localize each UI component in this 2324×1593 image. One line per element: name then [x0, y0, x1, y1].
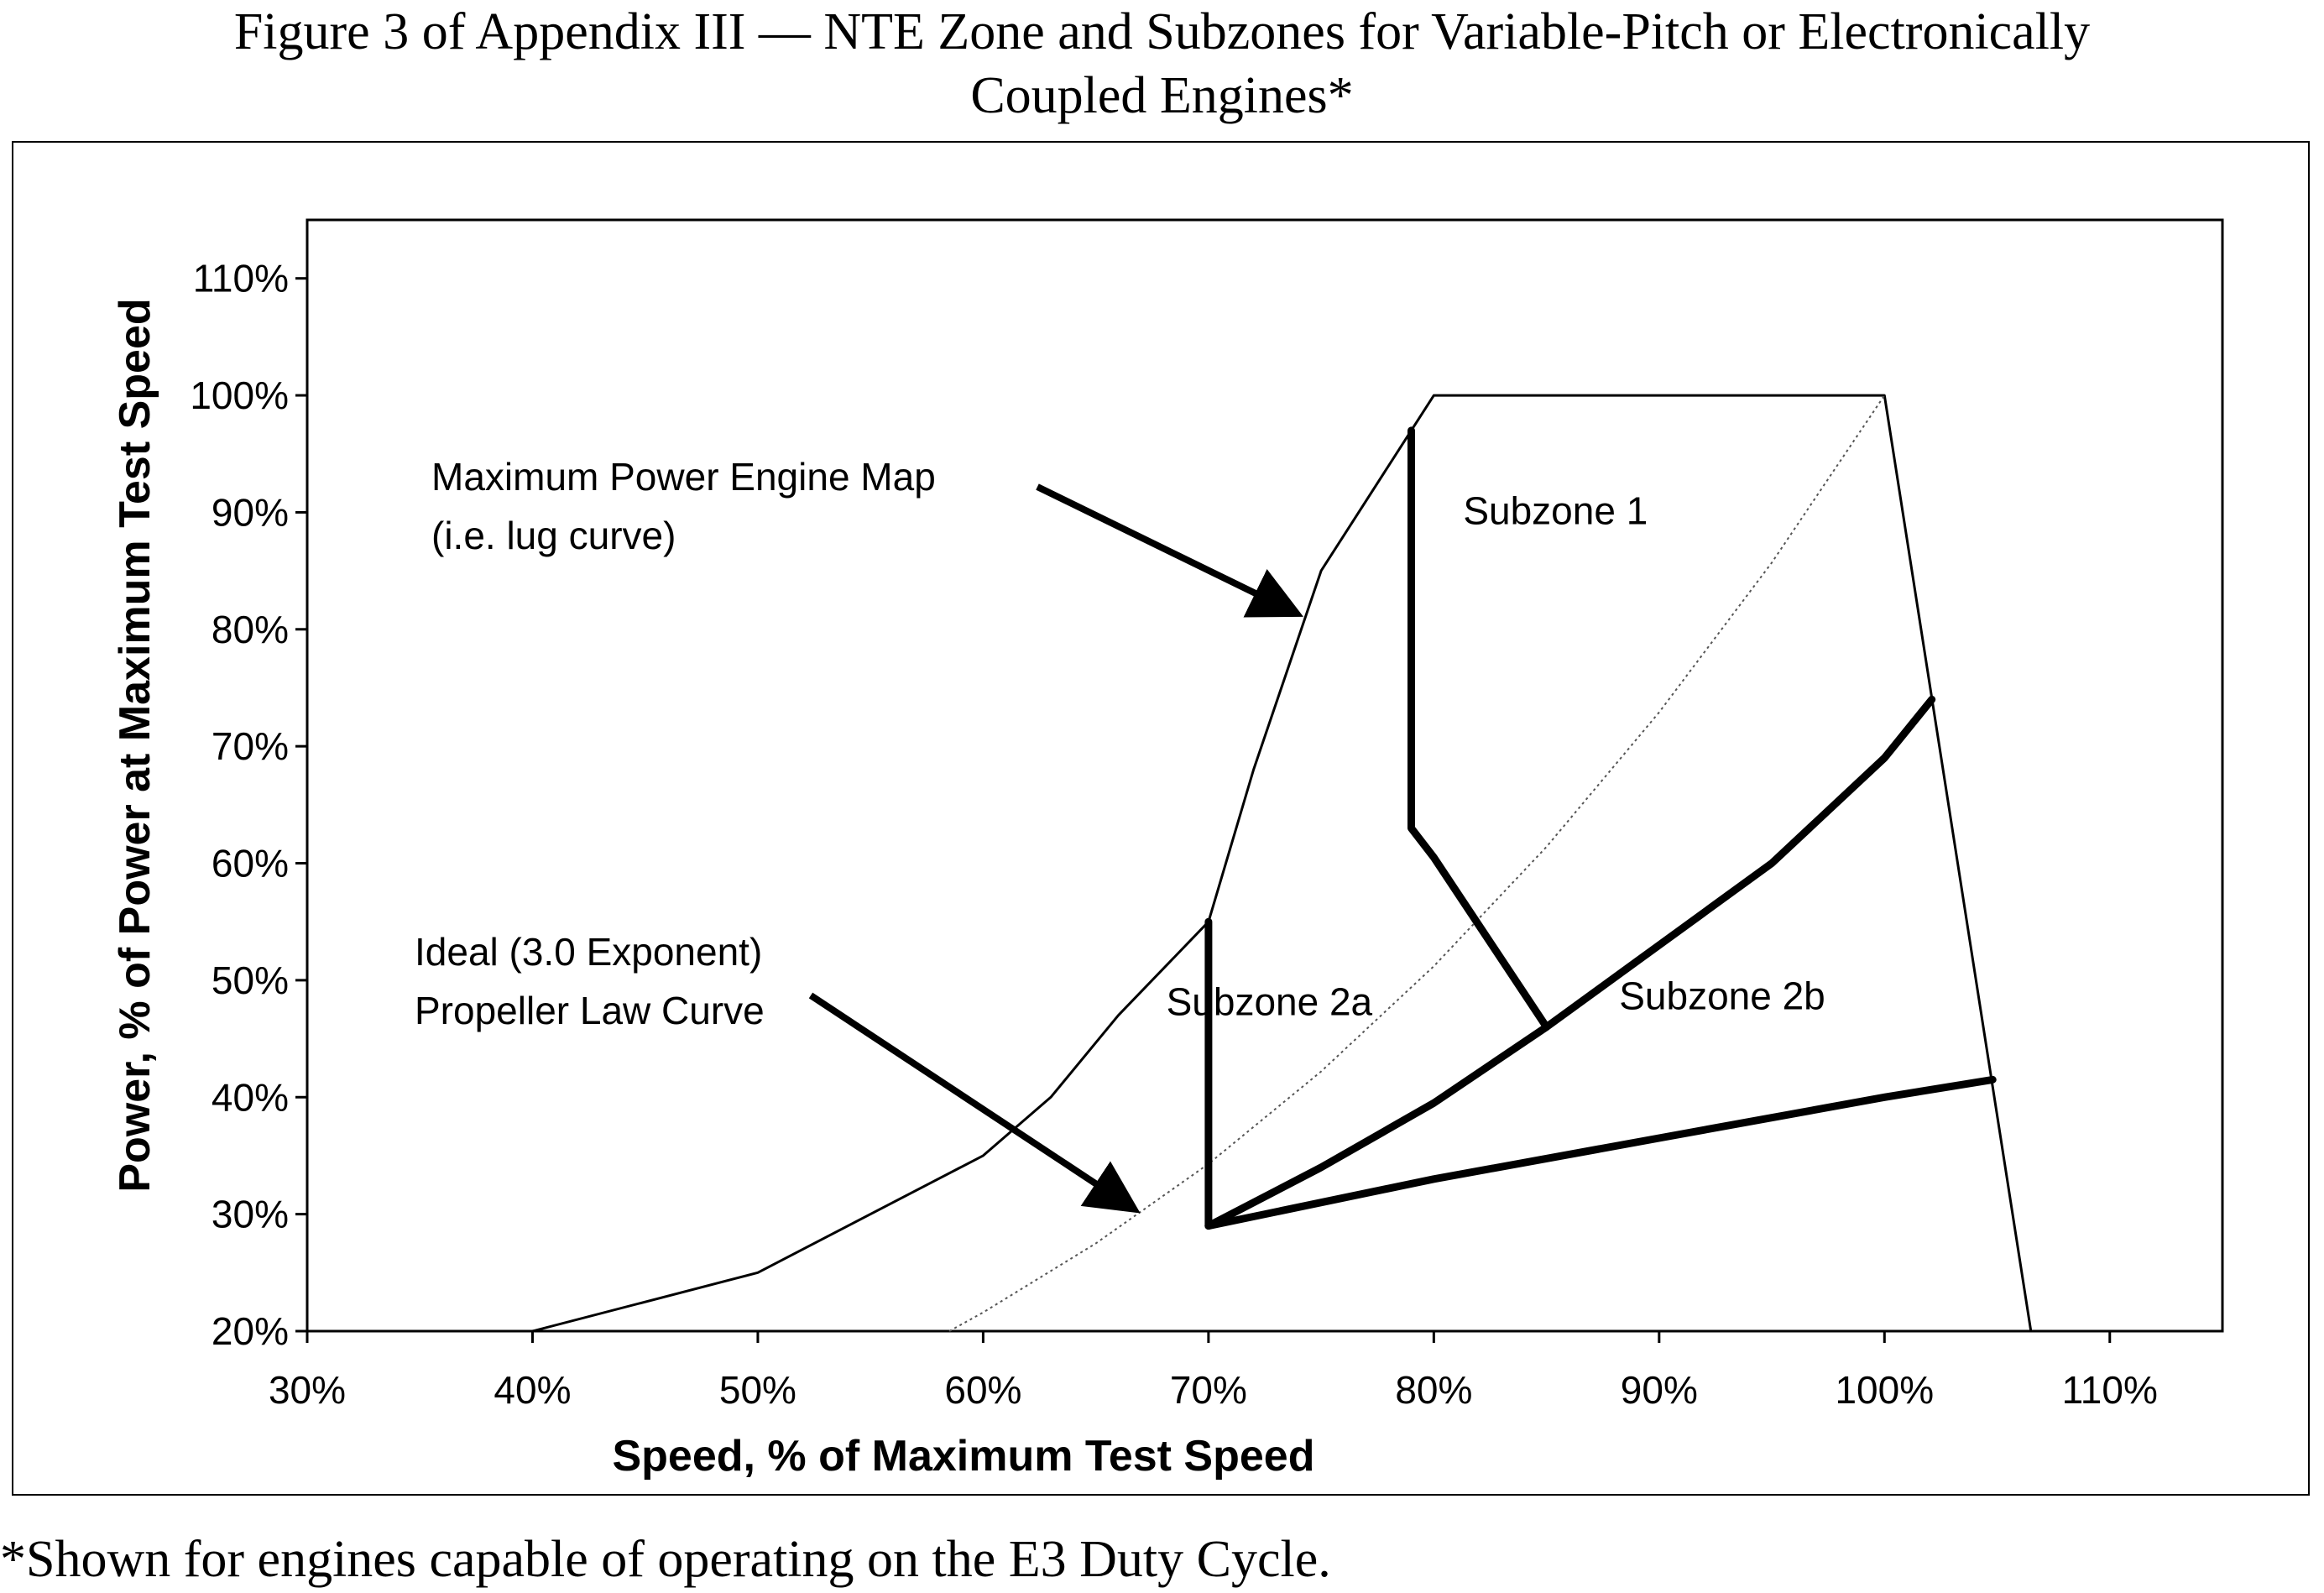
series-line-2 — [948, 394, 1886, 1332]
annotation-lug-curve-line2: (i.e. lug curve) — [431, 514, 676, 557]
y-tick-label: 60% — [212, 842, 289, 885]
y-tick-label: 40% — [212, 1075, 289, 1119]
ticks-layer: 20% 30% 40% 50% 60% 70% 80% 90% 100% 110% 30% 40% 50… — [190, 257, 2158, 1412]
series-line-4 — [1204, 1075, 1997, 1230]
x-tick-label: 100% — [1835, 1368, 1934, 1412]
x-tick-label: 40% — [494, 1368, 571, 1412]
subzone-label-3: Subzone 2b — [1619, 974, 1825, 1018]
x-axis-title: Speed, % of Maximum Test Speed — [612, 1432, 1314, 1481]
annotation-propeller-line1: Ideal (3.0 Exponent) — [415, 930, 762, 974]
series-line-5 — [1204, 695, 1936, 1230]
y-tick-label: 90% — [212, 490, 289, 534]
x-tick-label: 110% — [2062, 1368, 2158, 1412]
y-tick-label: 30% — [212, 1193, 289, 1236]
y-tick-label: 70% — [212, 724, 289, 768]
x-tick-label: 60% — [944, 1368, 1021, 1412]
series-line-6 — [1407, 426, 1551, 1032]
y-tick-label: 110% — [193, 257, 289, 300]
y-tick-label: 100% — [190, 373, 289, 417]
y-axis-title: Power, % of Power at Maximum Test Speed — [111, 298, 159, 1192]
x-tick-label: 70% — [1170, 1368, 1247, 1412]
chart-frame — [12, 141, 2310, 1496]
figure-title-line1: Figure 3 of Appendix III — NTE Zone and … — [233, 3, 2091, 60]
y-tick-label: 50% — [212, 958, 289, 1002]
footnote: *Shown for engines capable of operating … — [0, 1531, 1331, 1588]
y-tick-label: 20% — [212, 1309, 289, 1353]
annotation-propeller-arrow — [808, 992, 1141, 1214]
plot-area — [306, 218, 2224, 1333]
figure-title-line2: Coupled Engines* — [970, 67, 1354, 124]
annotation-propeller-line2: Propeller Law Curve — [415, 989, 765, 1032]
x-tick-label: 30% — [269, 1368, 346, 1412]
y-tick-label: 80% — [212, 608, 289, 651]
plot-border — [306, 218, 2224, 1333]
annotation-lug-curve-line1: Maximum Power Engine Map — [431, 455, 936, 499]
series-layer — [307, 394, 2033, 1333]
subzone-label-1: Subzone 1 — [1463, 488, 1648, 532]
figure-title: Figure 3 of Appendix III — NTE Zone and … — [0, 0, 2324, 128]
annotation-lug-curve-arrow — [1036, 483, 1304, 618]
subzone-label-2: Subzone 2a — [1167, 980, 1373, 1024]
x-tick-label: 90% — [1621, 1368, 1698, 1412]
x-tick-label: 50% — [719, 1368, 796, 1412]
x-tick-label: 80% — [1395, 1368, 1472, 1412]
annotation-layer: Maximum Power Engine Map (i.e. lug curve)… — [415, 455, 1825, 1214]
